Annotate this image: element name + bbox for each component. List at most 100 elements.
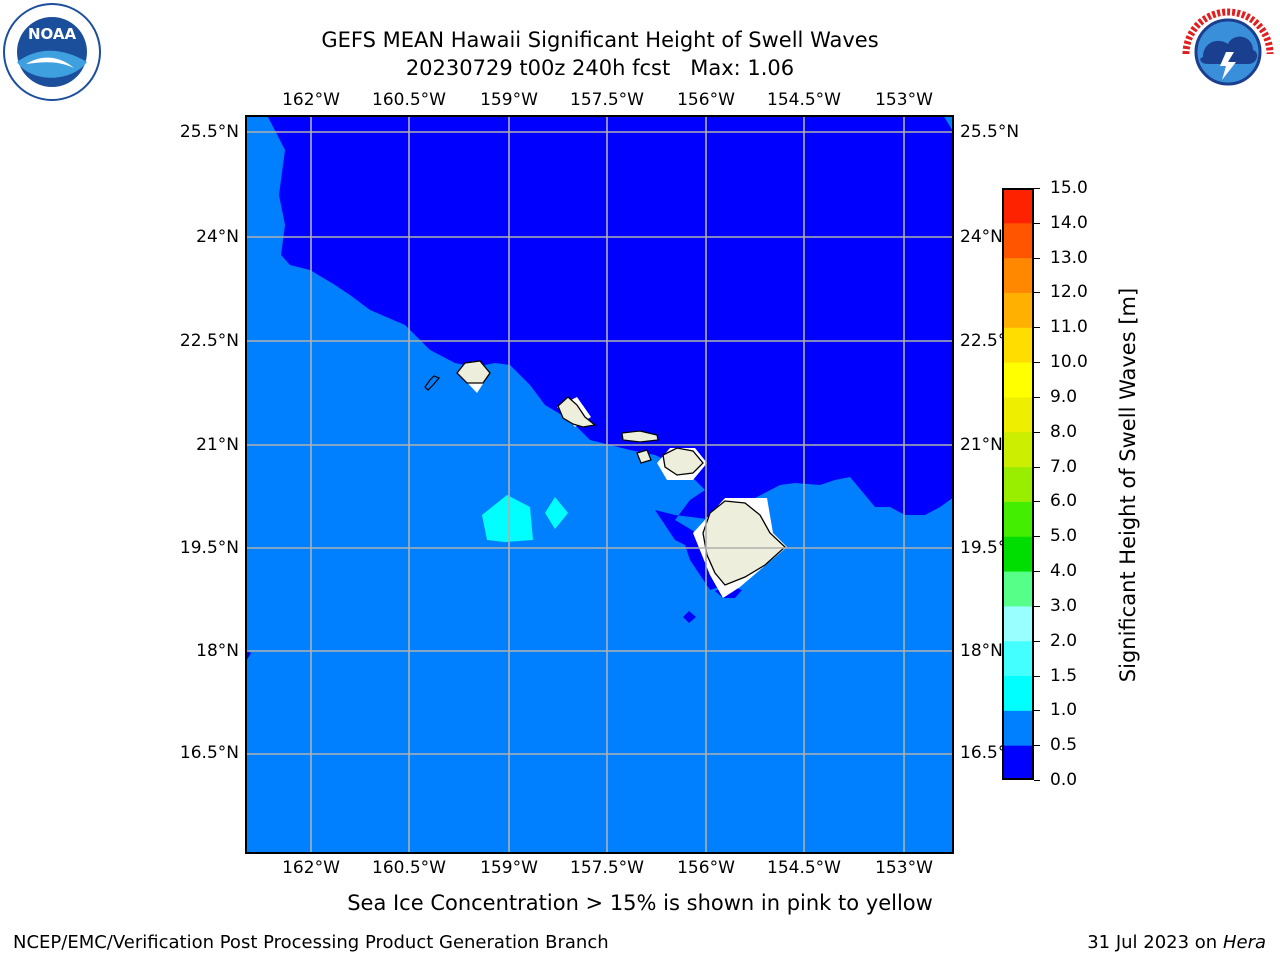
colorbar-swatch: [1002, 222, 1034, 259]
colorbar-tick-label: 11.0: [1050, 317, 1088, 338]
colorbar-tick-mark: [1034, 466, 1040, 468]
noaa-logo: NOAA: [2, 2, 102, 102]
cyan-patch-1: [482, 495, 533, 542]
colorbar-tick-mark: [1034, 605, 1040, 607]
colorbar-swatch: [1002, 327, 1034, 363]
sea-ice-note-text: Sea Ice Concentration > 15% is shown in …: [347, 891, 933, 915]
colorbar-swatch: [1002, 745, 1034, 781]
colorbar-swatch: [1002, 292, 1034, 328]
island-kauai: [456, 360, 491, 384]
island-oahu: [557, 396, 597, 428]
colorbar-tick-mark: [1034, 675, 1040, 677]
colorbar-swatch: [1002, 640, 1034, 677]
colorbar-tick-label: 1.0: [1050, 700, 1078, 721]
lon-label-bottom: 153°W: [875, 858, 933, 878]
colorbar-tick-mark: [1034, 745, 1040, 747]
sea-ice-note: Sea Ice Concentration > 15% is shown in …: [0, 891, 1280, 915]
colorbar-tick-label: 9.0: [1050, 386, 1078, 407]
colorbar-swatch: [1002, 431, 1034, 468]
lon-label-top: 156°W: [677, 90, 735, 110]
lat-label-left: 16.5°N: [179, 743, 239, 763]
lon-label-top: 157.5°W: [570, 90, 644, 110]
colorbar-swatch: [1002, 675, 1034, 711]
island-molokai: [621, 430, 659, 443]
swell-corner: [943, 115, 954, 133]
lat-label-right: 18°N: [960, 641, 1003, 661]
lat-label-left: 21°N: [196, 435, 239, 455]
colorbar-tick-mark: [1034, 710, 1040, 712]
colorbar-swatch: [1002, 571, 1034, 607]
svg-text:NOAA: NOAA: [28, 25, 77, 43]
colorbar-tick-label: 2.0: [1050, 630, 1078, 651]
lat-label-left: 18°N: [196, 641, 239, 661]
colorbar-swatch: [1002, 362, 1034, 398]
lon-label-top: 160.5°W: [372, 90, 446, 110]
colorbar-swatch: [1002, 536, 1034, 572]
lon-label-bottom: 159°W: [480, 858, 538, 878]
colorbar-tick-mark: [1034, 431, 1040, 433]
island-maui: [662, 447, 704, 476]
colorbar-tick-label: 1.5: [1050, 665, 1078, 686]
colorbar-tick-label: 4.0: [1050, 561, 1078, 582]
colorbar-tick-label: 14.0: [1050, 212, 1088, 233]
gridlines: [245, 115, 954, 854]
colorbar-tick-label: 3.0: [1050, 595, 1078, 616]
map-panel: [245, 115, 954, 854]
colorbar-tick-mark: [1034, 222, 1040, 224]
colorbar-tick-mark: [1034, 257, 1040, 259]
colorbar-swatch: [1002, 396, 1034, 433]
footer-credit: NCEP/EMC/Verification Post Processing Pr…: [13, 932, 609, 953]
colorbar-swatch: [1002, 466, 1034, 502]
lon-label-top: 159°W: [480, 90, 538, 110]
colorbar-tick-mark: [1034, 571, 1040, 573]
lat-label-left: 19.5°N: [179, 538, 239, 558]
colorbar-swatches: [1002, 188, 1034, 781]
footer-date-text: 31 Jul 2023 on: [1087, 932, 1223, 953]
nws-logo: [1178, 2, 1278, 102]
colorbar-label: Significant Height of Swell Waves [m]: [1116, 287, 1140, 683]
map-svg: [245, 115, 954, 854]
chart-subtitle: 20230729 t00z 240h fcst Max: 1.06: [405, 56, 795, 80]
lon-label-top: 162°W: [282, 90, 340, 110]
colorbar-tick-label: 0.5: [1050, 735, 1078, 756]
colorbar-tick-label: 15.0: [1050, 178, 1088, 198]
lat-label-right: 21°N: [960, 435, 1003, 455]
colorbar-tick-label: 13.0: [1050, 247, 1088, 268]
island-niihau: [424, 375, 441, 391]
swell-spot: [683, 611, 696, 623]
footer-host: Hera: [1222, 932, 1266, 953]
lat-label-left: 22.5°N: [179, 331, 239, 351]
colorbar-tick-mark: [1034, 396, 1040, 398]
colorbar-tick-mark: [1034, 362, 1040, 364]
colorbar-tick-label: 5.0: [1050, 526, 1078, 547]
lon-label-bottom: 156°W: [677, 858, 735, 878]
colorbar-swatch: [1002, 605, 1034, 642]
deep-swell-region: [267, 115, 954, 590]
colorbar-tick-label: 8.0: [1050, 421, 1078, 442]
lon-label-bottom: 160.5°W: [372, 858, 446, 878]
lon-label-bottom: 154.5°W: [767, 858, 841, 878]
lat-label-left: 24°N: [196, 227, 239, 247]
lon-label-bottom: 157.5°W: [570, 858, 644, 878]
footer-date: 31 Jul 2023 on Hera: [1087, 932, 1266, 953]
lon-label-top: 153°W: [875, 90, 933, 110]
lat-label-right: 25.5°N: [960, 122, 1020, 142]
island-hawaii: [702, 500, 786, 586]
colorbar-tick-mark: [1034, 292, 1040, 294]
colorbar-tick-mark: [1034, 780, 1040, 781]
colorbar-tick-label: 10.0: [1050, 352, 1088, 373]
colorbar-swatch: [1002, 257, 1034, 293]
colorbar-tick-label: 12.0: [1050, 282, 1088, 303]
colorbar-tick-mark: [1034, 640, 1040, 642]
colorbar-tick-label: 0.0: [1050, 770, 1078, 790]
island-lanai: [636, 449, 652, 464]
colorbar-frame: [1002, 188, 1034, 780]
colorbar-ticks: 0.0 0.5 1.0 1.5 2.0 3.0 4.0 5.0 6.0 7.0 8.0 9.0 10.0…: [1034, 178, 1110, 790]
colorbar-swatch: [1002, 501, 1034, 537]
colorbar-swatch: [1002, 710, 1034, 746]
lon-label-bottom: 162°W: [282, 858, 340, 878]
colorbar-tick-mark: [1034, 327, 1040, 329]
colorbar-tick-label: 7.0: [1050, 456, 1078, 477]
colorbar-tick-mark: [1034, 536, 1040, 538]
lat-label-right: 24°N: [960, 227, 1003, 247]
